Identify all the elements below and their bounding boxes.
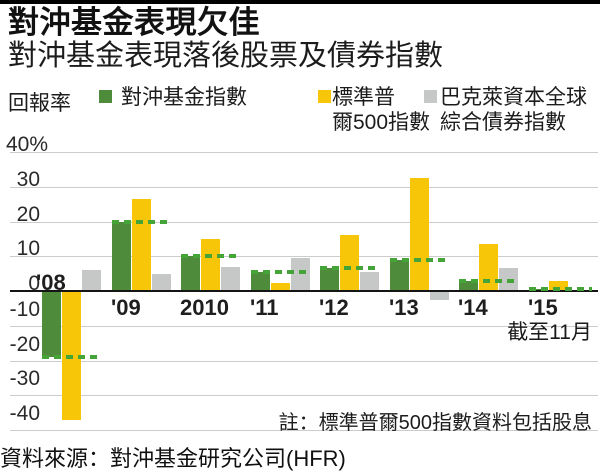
bar-對沖基金指數-'11 [251, 271, 270, 291]
gridline--40 [10, 430, 598, 431]
bar-標準普爾500指數-'15 [549, 280, 568, 291]
gridline-40 [10, 152, 598, 153]
bar-標準普爾500指數-'11 [271, 283, 290, 291]
bar-巴克萊資本全球綜合債券指數-'09 [152, 273, 171, 291]
legend-label-bond-index: 巴克萊資本全球 綜合債券指數 [440, 85, 587, 135]
bar-對沖基金指數-'12 [320, 268, 339, 291]
top-rule-divider [0, 0, 600, 4]
bar-對沖基金指數-'13 [390, 259, 409, 291]
legend-label-line: 對沖基金指數 [121, 86, 247, 109]
legend-label-line: 標準普 [332, 86, 395, 109]
bar-對沖基金指數-'14 [459, 280, 478, 291]
zero-axis-line [10, 290, 598, 292]
gridline-20 [10, 221, 598, 223]
y-tick-label: 0 [28, 272, 40, 295]
as-of-date-annotation: 截至11月 [507, 321, 592, 344]
footnote: 註：標準普爾500指數資料包括股息 [278, 412, 592, 434]
bar-標準普爾500指數-'14 [479, 244, 498, 291]
y-tick-label: 30 [16, 167, 40, 191]
page-subtitle: 對沖基金表現落後股票及債券指數 [8, 40, 444, 72]
source-credit: 資料來源：對沖基金研究公司(HFR) [0, 446, 346, 471]
legend-swatch-hedge-fund-icon [99, 90, 112, 103]
bar-巴克萊資本全球綜合債券指數-'13 [430, 291, 449, 300]
legend-label-line: 巴克萊資本全球 [440, 86, 587, 109]
hedge-level-dashed-line-'08 [42, 355, 101, 360]
y-axis-unit-label: 回報率 [8, 92, 71, 115]
y-tick-label: -40 [9, 402, 40, 425]
x-tick-label-'08: '08 [36, 270, 66, 295]
hedge-level-dashed-line-'11 [251, 269, 310, 274]
x-tick-label-'12: '12 [319, 295, 349, 320]
bar-巴克萊資本全球綜合債券指數-'08 [82, 270, 101, 291]
hedge-level-dashed-line-2010 [181, 254, 240, 259]
legend-label-line: 綜合債券指數 [440, 111, 566, 134]
page-title: 對沖基金表現欠佳 [8, 5, 260, 40]
legend-label-line: 爾500指數 [332, 111, 431, 134]
hedge-level-dashed-line-'09 [112, 219, 171, 224]
bar-巴克萊資本全球綜合債券指數-'12 [360, 271, 379, 291]
y-tick-label: -30 [9, 367, 40, 391]
hedge-level-dashed-line-'14 [459, 278, 518, 283]
hedge-level-dashed-line-'13 [390, 257, 449, 262]
x-tick-label-'14: '14 [458, 295, 488, 320]
bar-對沖基金指數-2010 [181, 256, 200, 291]
hedge-level-dashed-line-'15 [529, 287, 592, 292]
x-tick-label-'15: '15 [528, 295, 558, 320]
gridline--20 [10, 360, 598, 362]
hedge-level-dashed-line-'12 [320, 266, 379, 271]
y-tick-label: -20 [9, 332, 40, 356]
bar-標準普爾500指數-'12 [340, 235, 359, 291]
bar-巴克萊資本全球綜合債券指數-'11 [291, 257, 310, 291]
bar-標準普爾500指數-2010 [201, 238, 220, 291]
x-tick-label-'11: '11 [250, 295, 279, 320]
bar-標準普爾500指數-'09 [132, 198, 151, 291]
y-tick-label: -10 [9, 297, 40, 321]
bar-巴克萊資本全球綜合債券指數-2010 [221, 266, 240, 291]
gridline-30 [10, 186, 598, 188]
gridline-10 [10, 256, 598, 258]
y-tick-label: 20 [16, 202, 40, 226]
y-tick-label: 10 [16, 237, 40, 261]
x-tick-label-'13: '13 [389, 295, 419, 320]
legend-label-sp500: 標準普 爾500指數 [332, 85, 430, 135]
y-tick-label: 40% [5, 133, 48, 156]
legend-label-hedge-fund: 對沖基金指數 [121, 85, 247, 110]
gridline--10 [10, 325, 598, 327]
legend-swatch-sp500-icon [318, 90, 331, 103]
x-tick-label-2010: 2010 [180, 295, 229, 320]
bar-對沖基金指數-'09 [112, 221, 131, 291]
gridline--30 [10, 395, 598, 397]
legend-swatch-bond-index-icon [424, 90, 437, 103]
x-tick-label-'09: '09 [111, 295, 141, 320]
bar-標準普爾500指數-'13 [410, 178, 429, 291]
bar-對沖基金指數-'08 [42, 291, 61, 358]
